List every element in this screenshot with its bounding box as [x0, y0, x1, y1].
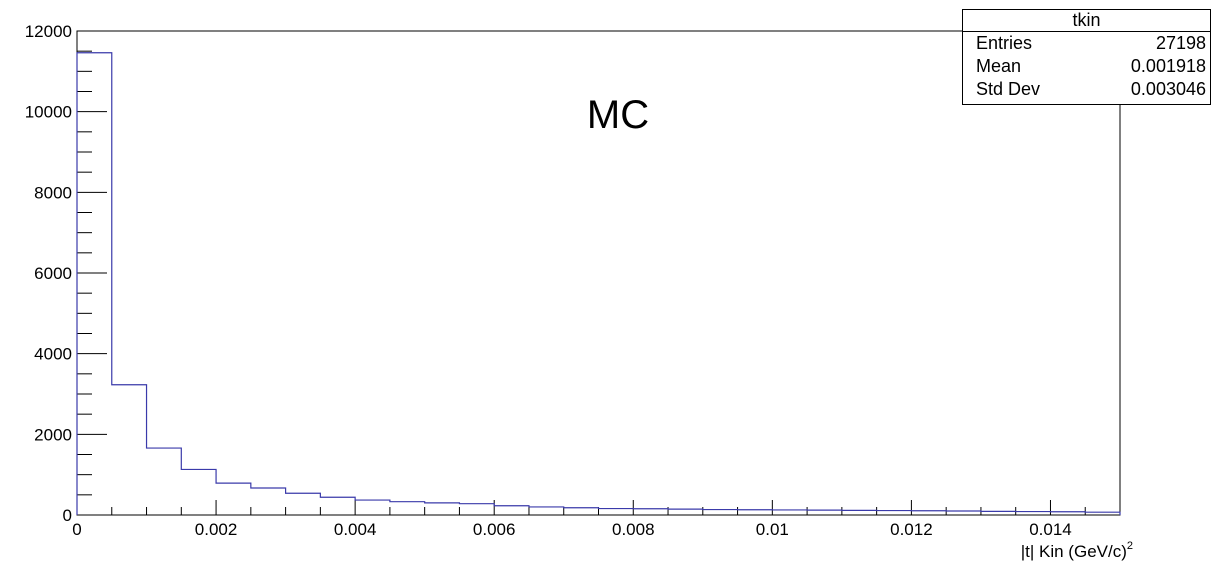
histogram-bin: [877, 511, 912, 515]
stats-value: 27198: [1156, 32, 1206, 55]
x-axis-title-exponent: 2: [1127, 540, 1133, 552]
histogram-bin: [738, 510, 773, 515]
histogram-bin: [355, 500, 390, 515]
histogram-bin: [494, 506, 529, 515]
x-tick-label: 0.006: [473, 520, 516, 539]
histogram-bin: [286, 493, 321, 515]
stats-box: tkin Entries 27198 Mean 0.001918 Std Dev…: [962, 9, 1211, 105]
x-tick-label: 0.004: [334, 520, 377, 539]
histogram-bin: [911, 511, 946, 515]
x-axis-title: |t| Kin (GeV/c)2: [1021, 540, 1133, 561]
x-axis-title-text: |t| Kin (GeV/c): [1021, 542, 1127, 561]
histogram-bin: [181, 469, 216, 515]
stats-row-mean: Mean 0.001918: [963, 55, 1210, 78]
histogram-bin: [320, 497, 355, 515]
histogram-bin: [390, 502, 425, 515]
histogram-bin: [946, 511, 981, 515]
histogram-bin: [77, 53, 112, 515]
histogram-bin: [459, 504, 494, 515]
histogram-bin: [842, 510, 877, 515]
histogram-bin: [599, 509, 634, 515]
stats-label: Std Dev: [976, 78, 1040, 101]
histogram-bin: [668, 509, 703, 515]
histogram-bin: [216, 483, 251, 515]
stats-row-std-dev: Std Dev 0.003046: [963, 78, 1210, 101]
histogram-bin: [529, 507, 564, 515]
y-tick-label: 6000: [34, 264, 72, 283]
histogram-bin: [251, 488, 286, 515]
histogram-bin: [425, 503, 460, 515]
histogram-bin: [633, 509, 668, 515]
x-tick-label: 0.014: [1029, 520, 1072, 539]
y-tick-label: 10000: [25, 103, 72, 122]
histogram-bin: [703, 510, 738, 515]
histogram-bin: [807, 510, 842, 515]
histogram-bin: [112, 385, 147, 515]
stats-label: Entries: [976, 32, 1032, 55]
stats-title: tkin: [963, 10, 1210, 32]
x-tick-label: 0.012: [890, 520, 933, 539]
histogram-bin: [772, 510, 807, 515]
stats-value: 0.003046: [1131, 78, 1206, 101]
y-tick-label: 12000: [25, 22, 72, 41]
stats-label: Mean: [976, 55, 1021, 78]
y-tick-label: 8000: [34, 183, 72, 202]
x-tick-label: 0: [72, 520, 81, 539]
stats-value: 0.001918: [1131, 55, 1206, 78]
chart-title: MC: [587, 93, 649, 137]
y-tick-label: 4000: [34, 345, 72, 364]
y-tick-label: 0: [63, 506, 72, 525]
x-tick-label: 0.008: [612, 520, 655, 539]
stats-row-entries: Entries 27198: [963, 32, 1210, 55]
y-tick-label: 2000: [34, 425, 72, 444]
histogram-bin: [147, 448, 182, 515]
x-tick-label: 0.01: [756, 520, 789, 539]
histogram-bin: [564, 508, 599, 515]
x-tick-label: 0.002: [195, 520, 238, 539]
